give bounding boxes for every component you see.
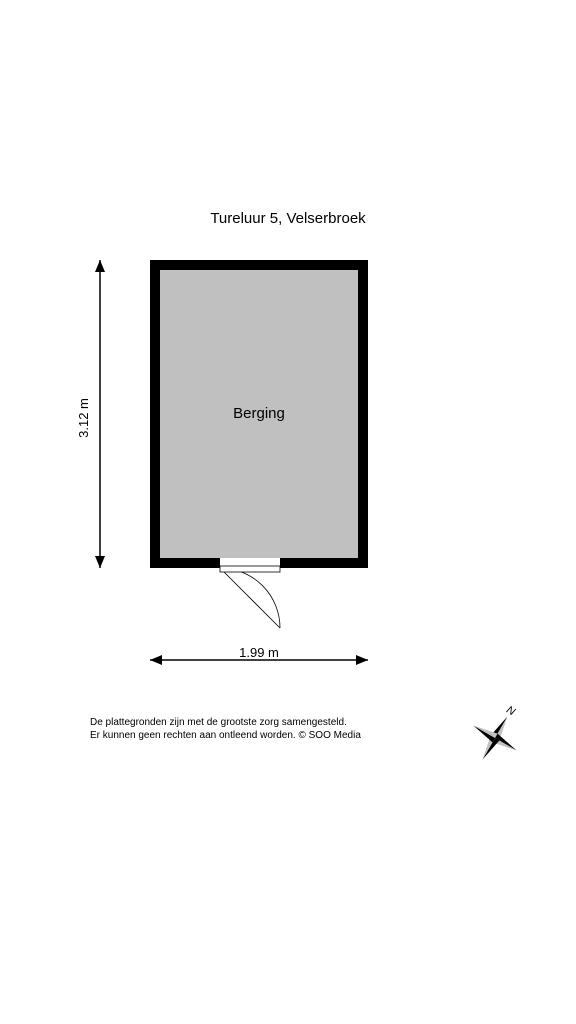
door-leaf xyxy=(220,568,280,628)
floorplan-title: Tureluur 5, Velserbroek xyxy=(0,210,576,227)
disclaimer-line1: De plattegronden zijn met de grootste zo… xyxy=(90,716,361,729)
door-threshold xyxy=(220,566,280,572)
disclaimer-line2: Er kunnen geen rechten aan ontleend word… xyxy=(90,729,361,742)
dimension-height-label: 3.12 m xyxy=(76,398,91,438)
disclaimer-text: De plattegronden zijn met de grootste zo… xyxy=(90,716,361,742)
dimension-horizontal: 1.99 m xyxy=(150,645,368,665)
compass-n-label: N xyxy=(504,704,517,718)
dimension-width-label: 1.99 m xyxy=(239,645,279,660)
room-label: Berging xyxy=(233,405,285,422)
floorplan-diagram: Berging 3.12 m 1.99 m xyxy=(70,250,490,770)
dimension-vertical: 3.12 m xyxy=(76,260,105,568)
compass-rose: N xyxy=(460,700,530,770)
